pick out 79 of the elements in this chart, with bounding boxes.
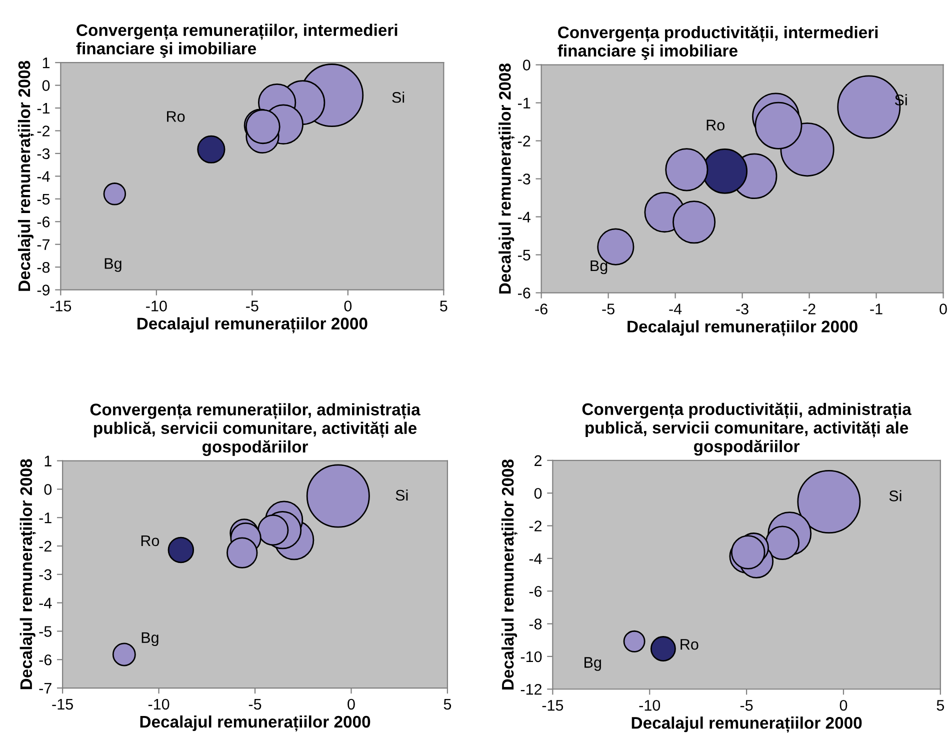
x-tick-label: 0	[344, 300, 352, 312]
y-tick-label: -7	[37, 239, 50, 250]
x-tick-label: 5	[440, 300, 448, 312]
x-tick-label: -1	[870, 304, 882, 314]
y-tick-label: -8	[529, 618, 542, 630]
y-tick-label: -6	[37, 216, 50, 228]
y-tick-label: 0	[42, 80, 50, 91]
y-tick-label: 0	[44, 484, 52, 495]
y-tick-label: -3	[518, 174, 530, 184]
x-tick-label: -15	[52, 698, 73, 710]
y-tick-label: -1	[39, 512, 52, 524]
y-tick-label: 2	[534, 455, 542, 466]
annotation: Bg	[590, 260, 608, 274]
x-tick-label: -15	[50, 300, 72, 312]
y-tick-label: -5	[518, 250, 530, 260]
annotation: Si	[392, 92, 404, 103]
y-tick-label: -12	[520, 684, 542, 695]
y-tick-label: -1	[518, 98, 530, 108]
x-tick-label: -5	[246, 300, 258, 312]
x-tick-label: -10	[146, 300, 167, 312]
y-axis-title: Decalajul remunerațiilor 2008	[498, 64, 515, 294]
y-tick-label: -4	[39, 598, 52, 608]
y-tick-label: -3	[37, 148, 50, 160]
y-axis-title: Decalajul remunerațiilor 2008	[18, 60, 34, 291]
y-tick-label: -4	[529, 553, 542, 564]
x-tick-label: 5	[936, 700, 944, 711]
y-tick-label: 0	[522, 60, 530, 70]
x-tick-label: -4	[669, 304, 682, 314]
y-tick-label: -5	[39, 626, 52, 637]
x-axis-title: Decalajul remunerațiilor 2000	[137, 317, 368, 334]
y-tick-label: -10	[520, 651, 542, 662]
y-tick-label: -9	[37, 284, 50, 296]
x-tick-label: -5	[740, 700, 753, 711]
y-tick-label: -6	[529, 586, 542, 597]
x-tick-label: -2	[803, 304, 816, 314]
y-tick-label: -2	[529, 520, 542, 532]
y-tick-label: -3	[39, 569, 52, 580]
y-tick-label: -5	[37, 194, 50, 205]
annotation: Si	[396, 489, 408, 501]
y-tick-label: -7	[39, 683, 52, 694]
x-tick-label: -3	[736, 304, 748, 314]
annotation: Si	[889, 490, 902, 502]
y-tick-label: -2	[39, 540, 52, 552]
annotation: Ro	[141, 535, 160, 546]
annotation: Ro	[706, 120, 724, 130]
annotation: Bg	[584, 657, 601, 671]
x-tick-label: 0	[348, 698, 355, 710]
y-tick-label: -1	[37, 103, 50, 114]
annotation: Ro	[680, 639, 698, 650]
chart-title: Convergența remunerațiilor, intermedieri financiare şi imobiliare	[76, 24, 398, 58]
annotation: Bg	[142, 632, 158, 646]
x-tick-label: -5	[602, 304, 614, 314]
x-tick-label: -5	[248, 698, 262, 710]
y-tick-label: -2	[37, 126, 50, 136]
y-axis-title: Decalajul remunerațiilor 2008	[20, 459, 36, 690]
chart-title: Convergența productivității, administrația publică, servicii comunitare, activități ale gospodăriilor	[582, 402, 912, 456]
x-axis-title: Decalajul remunerațiilor 2000	[632, 716, 862, 733]
y-tick-label: -2	[518, 136, 530, 146]
x-tick-label: -10	[639, 700, 660, 711]
y-tick-label: 1	[44, 456, 52, 466]
y-axis-title: Decalajul remunerațiilor 2008	[501, 459, 518, 690]
x-tick-label: 0	[940, 304, 947, 314]
y-tick-label: -4	[37, 171, 50, 182]
y-tick-label: -4	[518, 212, 530, 222]
chart-title: Convergența remunerațiilor, administrația publică, servicii comunitare, activități ale gospodăriilor	[90, 403, 420, 456]
chart-title: Convergența productivității, intermedieri financiare şi imobiliare	[558, 26, 878, 60]
y-tick-label: -6	[518, 288, 530, 298]
x-axis-title: Decalajul remunerațiilor 2000	[628, 320, 858, 336]
x-tick-label: -15	[542, 700, 564, 711]
annotation: Ro	[167, 111, 185, 122]
y-tick-label: -8	[37, 262, 50, 273]
y-tick-label: 1	[42, 58, 50, 68]
annotation: Bg	[104, 258, 122, 272]
x-tick-label: 5	[444, 698, 452, 710]
x-tick-label: -10	[148, 698, 170, 710]
x-axis-title: Decalajul remunerațiilor 2000	[140, 715, 370, 732]
y-tick-label: -6	[39, 654, 52, 666]
x-tick-label: 0	[840, 700, 848, 711]
y-tick-label: 0	[534, 488, 542, 499]
